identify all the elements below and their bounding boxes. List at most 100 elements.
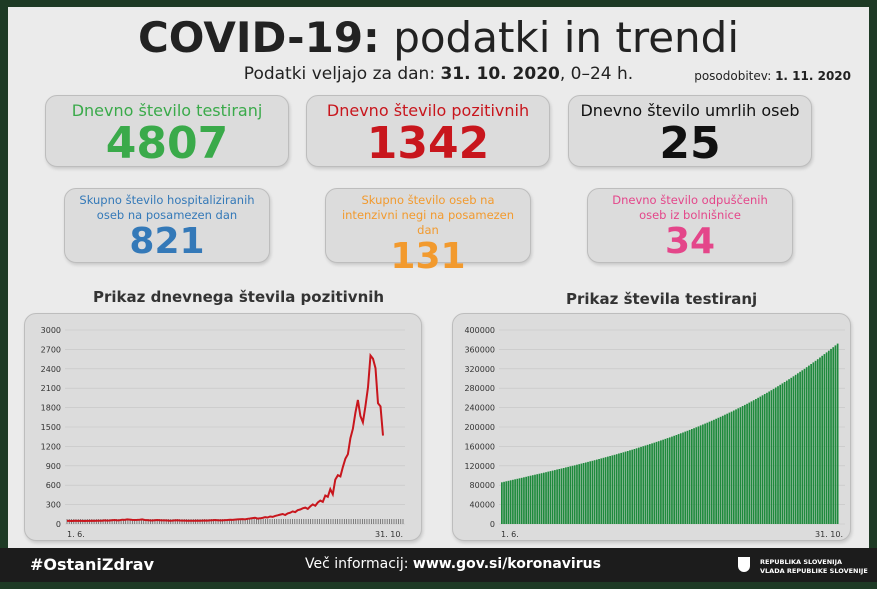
tests-bar [730,411,733,524]
tests-bar [602,457,605,524]
x-tick-label-last: 31. 10. [815,530,843,539]
hashtag: #OstaniZdrav [30,555,155,574]
tests-bar [836,343,839,524]
tests-bar [690,429,693,524]
tests-bar [721,415,724,524]
tests-bar [788,379,790,524]
tests-bar [710,420,713,524]
tests-bar [673,435,676,524]
tests-bar [655,441,658,524]
tests-bar [766,392,768,524]
tests-bar [662,439,664,524]
tests-bar [757,397,759,524]
y-tick-label: 80000 [470,481,495,490]
tests-bar [808,365,810,524]
chart-positive-svg: 300027002400210018001500120090060030001.… [41,326,405,539]
tests-bar [735,409,737,524]
tests-bar [677,434,680,524]
tests-bar [697,426,700,524]
tests-bar [702,424,704,524]
chart-title-tests: Prikaz števila testiranj [566,290,758,308]
more-info-link[interactable]: www.gov.si/koronavirus [412,556,601,572]
tests-bar [591,460,594,524]
tests-bar [525,476,528,524]
tests-bar [657,441,660,524]
tests-bar [631,449,634,524]
tests-bar [620,452,622,524]
tests-bar [830,348,832,524]
tests-bar [600,458,603,524]
tests-bar [589,461,592,524]
tests-bar [562,468,565,524]
stat-label: Dnevno število testiranj [71,101,263,120]
y-tick-label: 360000 [464,345,495,354]
stat-label: Skupno število hospitaliziranih oseb na … [79,193,255,222]
stat-label: Dnevno število pozitivnih [326,101,530,120]
tests-bar [536,474,539,524]
tests-bar [660,440,662,524]
tests-bar [607,456,609,524]
chart-title-positive: Prikaz dnevnega števila pozitivnih [93,288,385,306]
tests-bar [622,452,625,524]
tests-bar [783,382,786,524]
tests-bar [750,401,753,524]
positive-line [67,352,384,523]
tests-bar [812,362,815,524]
tests-bar [688,429,691,524]
tests-bar [649,444,651,524]
tests-bar [635,448,638,524]
government-logo: REPUBLIKA SLOVENIJA VLADA REPUBLIKE SLOV… [738,556,868,578]
x-tick-label-first: 1. 6. [501,530,519,539]
y-tick-label: 0 [490,520,495,529]
tests-bar [595,459,598,524]
tests-bar [790,377,793,524]
chart-tests-svg: 4000003600003200002800002400002000001600… [464,326,845,539]
tests-bar [529,475,532,524]
tests-bar [642,446,645,524]
tests-bar [684,431,687,524]
tests-bar [653,442,656,524]
tests-bar [560,468,563,524]
tests-bar [810,364,812,524]
tests-bar [792,376,795,524]
tests-bar [823,354,826,524]
tests-bar [651,443,653,524]
tests-bar [695,427,698,524]
tests-bar [713,419,715,524]
tests-bar [799,371,801,524]
tests-bar [503,481,505,524]
tests-bar [686,430,689,524]
tests-bar [556,469,558,524]
tests-bar [717,417,720,524]
tests-bar [752,400,755,524]
tests-bar [772,388,775,524]
tests-bar [741,406,744,524]
y-tick-label: 600 [46,481,61,490]
tests-bar [644,445,647,524]
tests-bar [779,384,782,524]
more-info: Več informacij: www.gov.si/koronavirus [305,556,601,572]
tests-bar [540,473,543,524]
chart-positive: 3000 2700 2400 2100 1800 1500 1200 900 600 300 0 1.… [24,313,422,541]
tests-bar [569,466,572,524]
tests-bar [509,480,512,524]
tests-bar [578,464,581,524]
tests-bar [763,394,766,524]
tests-bar [598,459,600,524]
tests-bar [666,438,669,524]
y-tick-label: 200000 [464,423,495,432]
tests-bar [819,357,821,524]
tests-bar [587,461,589,524]
tests-bar [615,454,618,524]
stat-value: 821 [129,221,205,262]
footer-bar: #OstaniZdrav Več informacij: www.gov.si/… [0,548,877,582]
stat-label: Dnevno število odpuščenih oseb iz bolniš… [612,193,768,222]
tests-bar [675,435,678,524]
tests-bar [737,408,740,524]
y-tick-label: 120000 [464,462,495,471]
tests-bar [832,347,835,524]
tests-bar [732,410,735,524]
tests-bar [547,471,550,524]
tests-bars [501,343,839,524]
tests-bar [609,456,611,524]
